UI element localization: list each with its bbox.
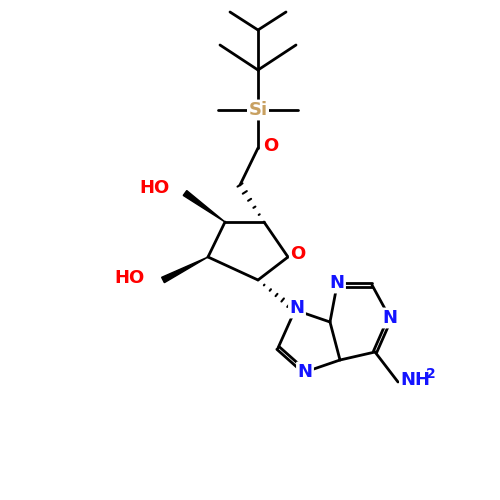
Text: Si: Si bbox=[248, 101, 268, 119]
Text: 2: 2 bbox=[426, 367, 436, 381]
Text: N: N bbox=[330, 274, 344, 292]
Text: HO: HO bbox=[115, 269, 145, 287]
Text: N: N bbox=[298, 363, 312, 381]
Text: N: N bbox=[382, 309, 398, 327]
Text: O: O bbox=[290, 245, 306, 263]
Text: NH: NH bbox=[400, 371, 430, 389]
Polygon shape bbox=[162, 257, 208, 282]
Polygon shape bbox=[183, 190, 225, 222]
Text: N: N bbox=[290, 299, 304, 317]
Text: O: O bbox=[264, 137, 278, 155]
Text: HO: HO bbox=[140, 179, 170, 197]
